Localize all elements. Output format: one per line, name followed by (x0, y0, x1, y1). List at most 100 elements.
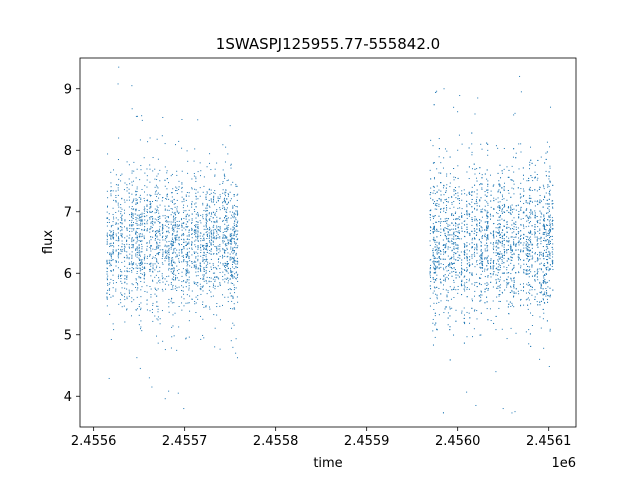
data-point (487, 185, 489, 187)
data-point (197, 271, 199, 273)
data-point (430, 139, 432, 141)
data-point (230, 295, 232, 297)
data-point (541, 268, 543, 270)
data-point (432, 278, 434, 280)
data-point (135, 209, 137, 211)
data-point (166, 245, 168, 247)
data-point (165, 256, 167, 258)
data-point (501, 259, 503, 261)
data-point (164, 398, 166, 400)
data-point (549, 252, 551, 254)
data-point (209, 194, 211, 196)
data-point (236, 210, 238, 212)
data-point (141, 216, 143, 218)
data-point (146, 194, 148, 196)
data-point (469, 250, 471, 252)
data-point (226, 264, 228, 266)
data-point (448, 237, 450, 239)
data-point (520, 267, 522, 269)
data-point (187, 264, 189, 266)
data-point (534, 298, 536, 300)
data-point (484, 191, 486, 193)
data-point (518, 213, 520, 215)
data-point (528, 225, 530, 227)
data-point (453, 248, 455, 250)
data-point (112, 270, 114, 272)
data-point (188, 251, 190, 253)
data-point (495, 315, 497, 317)
data-point (212, 229, 214, 231)
data-point (118, 238, 120, 240)
data-point (141, 261, 143, 263)
data-point (183, 280, 185, 282)
data-point (215, 246, 217, 248)
data-point (226, 225, 228, 227)
data-point (490, 276, 492, 278)
data-point (531, 255, 533, 257)
data-point (205, 197, 207, 199)
data-point (235, 277, 237, 279)
data-point (440, 200, 442, 202)
data-point (214, 190, 216, 192)
data-point (234, 262, 236, 264)
data-point (154, 287, 156, 289)
data-point (213, 232, 215, 234)
data-point (121, 235, 123, 237)
data-point (197, 295, 199, 297)
data-point (549, 229, 551, 231)
data-point (186, 248, 188, 250)
data-point (168, 205, 170, 207)
data-point (140, 219, 142, 221)
data-point (193, 175, 195, 177)
data-point (236, 225, 238, 227)
data-point (235, 266, 237, 267)
data-point (200, 293, 202, 295)
data-point (178, 236, 180, 238)
data-point (154, 186, 156, 188)
data-point (171, 326, 173, 328)
data-point (222, 264, 224, 266)
data-point (235, 278, 237, 280)
data-point (222, 205, 224, 207)
data-point (140, 251, 142, 253)
data-point (455, 219, 457, 221)
data-point (118, 245, 120, 247)
data-point (479, 205, 481, 207)
data-point (540, 251, 542, 253)
data-point (168, 275, 170, 277)
data-point (149, 270, 151, 272)
data-point (136, 228, 138, 230)
data-point (135, 232, 137, 234)
data-point (186, 294, 188, 296)
data-point (474, 290, 476, 292)
data-point (170, 208, 172, 210)
data-point (449, 264, 451, 266)
data-point (178, 254, 180, 256)
data-point (121, 223, 123, 225)
data-point (434, 239, 436, 241)
data-point (156, 205, 158, 207)
data-point (548, 242, 550, 244)
data-point (187, 272, 188, 274)
data-point (542, 275, 544, 277)
data-point (191, 244, 193, 246)
data-point (205, 305, 207, 307)
data-point (183, 293, 185, 295)
data-point (471, 239, 473, 241)
data-point (517, 290, 519, 292)
data-point (110, 264, 112, 266)
data-point (224, 269, 226, 271)
data-point (128, 258, 130, 260)
data-point (181, 275, 183, 277)
data-point (216, 232, 218, 234)
data-point (181, 226, 183, 228)
data-point (543, 277, 545, 279)
data-point (202, 202, 204, 204)
data-point (546, 199, 548, 201)
data-point (173, 262, 175, 263)
data-point (185, 256, 187, 258)
data-point (543, 263, 545, 265)
data-point (507, 276, 509, 278)
data-point (223, 173, 225, 175)
data-point (227, 240, 229, 242)
